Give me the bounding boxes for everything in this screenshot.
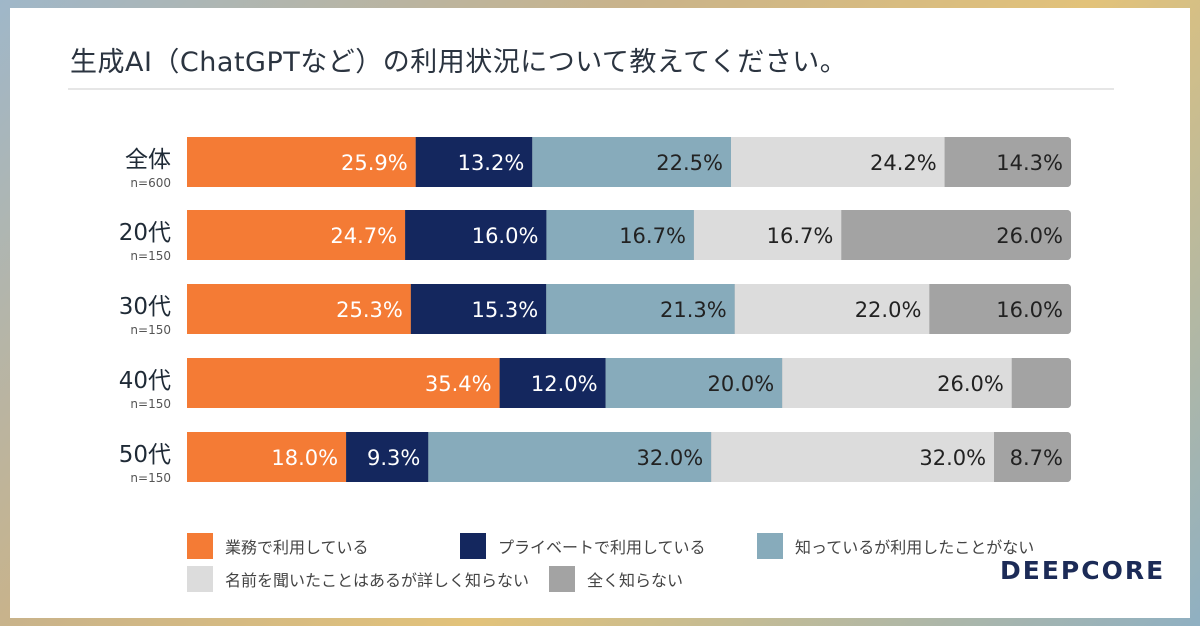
data-label: 16.0% bbox=[996, 298, 1063, 322]
data-label: 24.7% bbox=[330, 224, 397, 248]
data-label: 24.2% bbox=[870, 151, 937, 175]
data-label: 22.0% bbox=[855, 298, 922, 322]
data-label: 9.3% bbox=[367, 446, 420, 470]
bar-segment bbox=[546, 284, 735, 334]
category-label: 40代 bbox=[119, 368, 171, 394]
bar-segment bbox=[841, 210, 1067, 260]
data-label: 25.9% bbox=[341, 151, 408, 175]
data-label: 14.3% bbox=[996, 151, 1063, 175]
bar-segment bbox=[734, 284, 930, 334]
data-label: 26.0% bbox=[937, 372, 1004, 396]
legend-label: 業務で利用している bbox=[225, 538, 369, 557]
bar-segment bbox=[994, 432, 1067, 482]
bar-segment bbox=[415, 137, 533, 187]
bar-segment bbox=[187, 210, 406, 260]
category-label: 20代 bbox=[119, 220, 171, 246]
legend-swatch bbox=[187, 566, 213, 592]
legend-item: プライベートで利用している bbox=[460, 532, 706, 560]
bar-segment-end bbox=[1063, 210, 1071, 260]
data-label: 16.7% bbox=[767, 224, 834, 248]
legend-label: 全く知らない bbox=[587, 571, 684, 590]
bar-segment-end bbox=[1063, 137, 1071, 187]
bar-segment bbox=[929, 284, 1067, 334]
data-label: 32.0% bbox=[919, 446, 986, 470]
data-label: 12.0% bbox=[531, 372, 598, 396]
brand-logo: DEEPCORE bbox=[1000, 556, 1166, 585]
data-label: 13.2% bbox=[458, 151, 525, 175]
data-label: 20.0% bbox=[708, 372, 775, 396]
data-label: 18.0% bbox=[271, 446, 338, 470]
bar-segment bbox=[187, 284, 411, 334]
sample-size-label: n=150 bbox=[130, 471, 171, 485]
legend-item: 業務で利用している bbox=[187, 532, 369, 560]
legend-label: 知っているが利用したことがない bbox=[795, 538, 1035, 557]
legend-swatch bbox=[549, 566, 575, 592]
bar-segment bbox=[731, 137, 945, 187]
bar-segment-end bbox=[1063, 358, 1071, 408]
data-label: 25.3% bbox=[336, 298, 403, 322]
chart-title: 生成AI（ChatGPTなど）の利用状況について教えてください。 bbox=[70, 47, 848, 78]
data-label: 8.7% bbox=[1010, 446, 1063, 470]
bar-segment bbox=[187, 432, 347, 482]
category-label: 全体 bbox=[125, 147, 171, 173]
bar-segment bbox=[605, 358, 783, 408]
data-label: 35.4% bbox=[425, 372, 492, 396]
bar-segment bbox=[499, 358, 606, 408]
data-label: 32.0% bbox=[636, 446, 703, 470]
legend-swatch bbox=[757, 533, 783, 559]
legend-label: プライベートで利用している bbox=[498, 538, 706, 557]
bar-segment bbox=[944, 137, 1067, 187]
data-label: 22.5% bbox=[656, 151, 723, 175]
category-label: 50代 bbox=[119, 442, 171, 468]
bar-segment bbox=[187, 358, 500, 408]
bar-segment bbox=[428, 432, 712, 482]
bar-segment-end bbox=[1063, 284, 1071, 334]
sample-size-label: n=150 bbox=[130, 323, 171, 337]
sample-size-label: n=150 bbox=[130, 249, 171, 263]
bar-segment bbox=[410, 284, 547, 334]
bar-segment bbox=[693, 210, 842, 260]
legend-label: 名前を聞いたことはあるが詳しく知らない bbox=[225, 571, 530, 590]
data-label: 16.0% bbox=[472, 224, 539, 248]
sample-size-label: n=600 bbox=[130, 176, 171, 190]
bar-segment bbox=[405, 210, 547, 260]
bar-segment bbox=[711, 432, 995, 482]
legend-item: 名前を聞いたことはあるが詳しく知らない bbox=[187, 565, 529, 593]
data-label: 26.0% bbox=[996, 224, 1063, 248]
category-label: 30代 bbox=[119, 294, 171, 320]
sample-size-label: n=150 bbox=[130, 397, 171, 411]
data-label: 21.3% bbox=[660, 298, 727, 322]
legend-item: 知っているが利用したことがない bbox=[757, 532, 1034, 560]
title-divider bbox=[68, 88, 1114, 90]
bar-segment bbox=[546, 210, 694, 260]
legend-swatch bbox=[187, 533, 213, 559]
bar-segment bbox=[532, 137, 731, 187]
bar-segment-end bbox=[1063, 432, 1071, 482]
bar-segment bbox=[346, 432, 429, 482]
bar-segment bbox=[782, 358, 1012, 408]
legend-swatch bbox=[460, 533, 486, 559]
data-label: 15.3% bbox=[472, 298, 539, 322]
bar-segment bbox=[1011, 358, 1067, 408]
data-label: 16.7% bbox=[619, 224, 686, 248]
bar-segment bbox=[187, 137, 416, 187]
legend-item: 全く知らない bbox=[549, 565, 683, 593]
